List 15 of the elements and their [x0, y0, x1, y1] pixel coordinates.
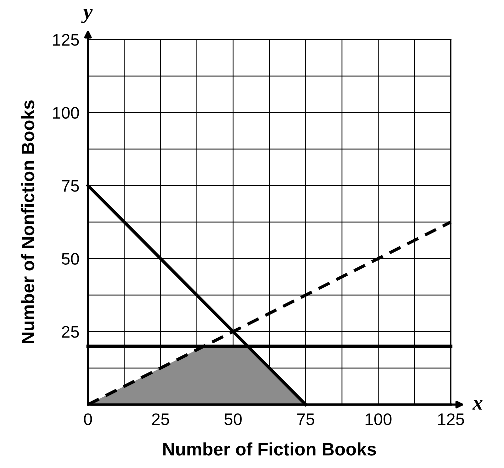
- x-tick-label: 50: [224, 414, 242, 426]
- y-tick-label: 125: [53, 34, 80, 46]
- y-tick-label: 25: [62, 326, 80, 338]
- x-axis-title: Number of Fiction Books: [164, 442, 376, 456]
- y-tick-label: 50: [62, 253, 80, 266]
- y-axis-title: Number of Nonfiction Books: [21, 100, 35, 344]
- text: x: [472, 400, 483, 410]
- text: y: [81, 9, 93, 24]
- x-tick-label: 0: [84, 414, 92, 426]
- x-tick-label: 75: [298, 414, 314, 426]
- y-tick-label: 75: [62, 180, 80, 192]
- x-tick-label: 125: [438, 414, 464, 426]
- y-tick-label: 100: [53, 107, 80, 119]
- x-tick-label: 100: [366, 414, 392, 426]
- x-tick-label: 25: [152, 414, 170, 426]
